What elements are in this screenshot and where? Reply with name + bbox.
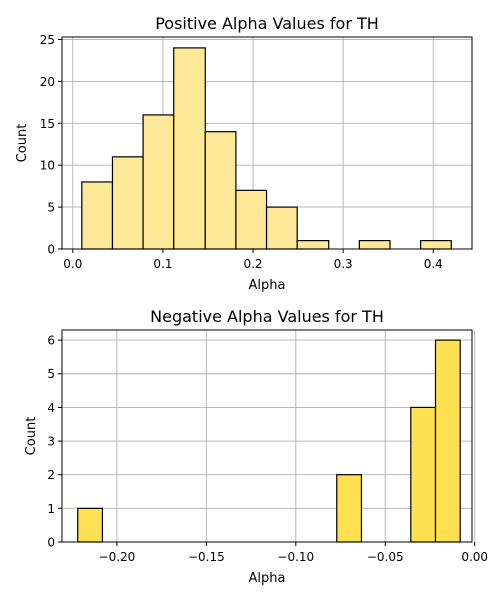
histogram-bar [296, 240, 330, 250]
plot-frame [61, 329, 473, 543]
y-tick-label: 20 [40, 75, 55, 89]
y-tick-label: 1 [47, 502, 55, 516]
y-axis-label: Count [24, 417, 39, 456]
y-tick-label: 10 [40, 159, 55, 173]
y-tick-label: 25 [40, 33, 55, 47]
histogram-bar [235, 189, 268, 250]
histogram-bar [434, 339, 461, 543]
y-axis-label: Count [15, 124, 30, 163]
histogram-bar [77, 507, 104, 543]
histogram-bar [111, 156, 144, 250]
y-tick-label: 2 [47, 468, 55, 482]
x-tick-label: 0.0 [63, 257, 82, 271]
x-tick-label: −0.10 [277, 550, 314, 564]
chart-title: Negative Alpha Values for TH [150, 307, 384, 326]
histogram-panel-2: −0.20 −0.15 −0.10 −0.05 0.00 0 1 2 3 4 5 6 Negative … [24, 307, 488, 586]
x-tick-label: −0.05 [367, 550, 404, 564]
x-tick-label: 0.2 [243, 257, 262, 271]
y-tick-label: 0 [47, 536, 55, 550]
y-tick-label: 5 [47, 367, 55, 381]
x-tick-label: 0.4 [424, 257, 443, 271]
x-tick-label: 0.00 [461, 550, 488, 564]
chart-title: Positive Alpha Values for TH [155, 14, 379, 33]
histogram-bar [173, 47, 206, 250]
plot-frame [61, 36, 473, 250]
x-tick-label: −0.20 [99, 550, 136, 564]
histogram-bar [358, 240, 391, 250]
x-tick-label: 0.1 [153, 257, 172, 271]
histogram-bar [142, 114, 175, 250]
x-axis-label: Alpha [249, 571, 286, 586]
histogram-bar [336, 474, 363, 543]
y-tick-label: 3 [47, 435, 55, 449]
x-tick-label: −0.15 [188, 550, 225, 564]
x-tick-label: 0.3 [334, 257, 353, 271]
x-axis-label: Alpha [249, 278, 286, 293]
y-tick-label: 4 [47, 401, 55, 415]
y-tick-label: 0 [47, 243, 55, 257]
histogram-bar [420, 240, 452, 250]
histogram-bar [410, 406, 437, 543]
histogram-bar [204, 131, 237, 250]
histogram-panel-1: 0.0 0.1 0.2 0.3 0.4 0 5 10 15 20 25 Positive Alpha … [15, 14, 473, 293]
y-tick-label: 5 [47, 201, 55, 215]
histogram-bar [81, 181, 114, 250]
y-tick-label: 15 [40, 117, 55, 131]
histogram-bar [265, 206, 298, 250]
y-tick-label: 6 [47, 334, 55, 348]
